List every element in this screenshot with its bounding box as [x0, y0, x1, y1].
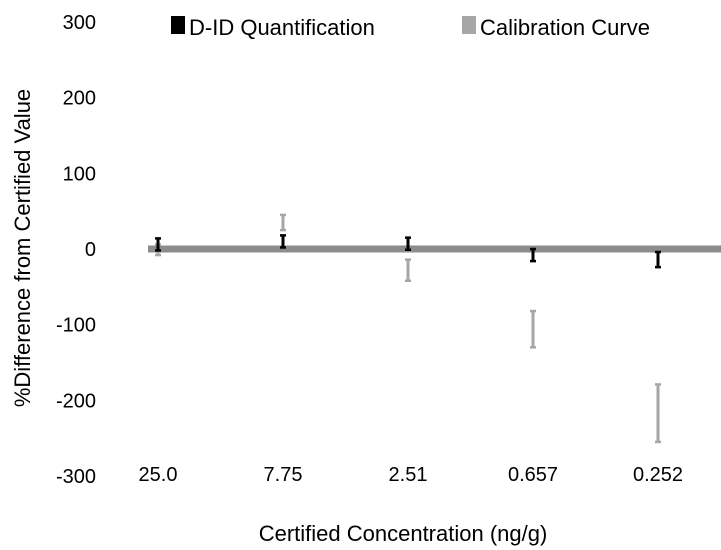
- series-d-id: [155, 234, 661, 269]
- x-axis-title: Certified Concentration (ng/g): [259, 521, 548, 546]
- error-bar: [280, 234, 286, 249]
- y-tick-label: -300: [56, 466, 96, 488]
- y-tick-label: 300: [63, 12, 96, 34]
- x-tick-label: 2.51: [389, 464, 428, 486]
- error-bar: [155, 237, 161, 252]
- x-tick-label: 0.252: [633, 464, 683, 486]
- legend-label-d-id: D-ID Quantification: [189, 15, 375, 40]
- series-calibration: [155, 213, 661, 444]
- y-tick-label: 200: [63, 88, 96, 110]
- legend-swatch-calibration: [462, 16, 476, 34]
- error-bar: [530, 247, 536, 263]
- legend-swatch-d-id: [171, 16, 185, 34]
- error-bar: [655, 250, 661, 269]
- error-bar: [405, 236, 411, 252]
- error-bar: [530, 309, 536, 349]
- legend-label-calibration: Calibration Curve: [480, 15, 650, 40]
- error-bar-series: [155, 213, 661, 444]
- error-bar: [280, 213, 286, 232]
- legend: D-ID Quantification Calibration Curve: [171, 15, 650, 40]
- x-tick-label: 25.0: [139, 464, 178, 486]
- y-axis-ticks: 300 200 100 0 -100 -200 -300: [56, 12, 96, 488]
- error-bar: [405, 258, 411, 283]
- y-tick-label: 0: [85, 239, 96, 261]
- y-tick-label: 100: [63, 163, 96, 185]
- x-tick-label: 0.657: [508, 464, 558, 486]
- error-bar: [655, 383, 661, 444]
- x-axis-ticks: 25.0 7.75 2.51 0.657 0.252: [139, 464, 684, 486]
- y-tick-label: -100: [56, 315, 96, 337]
- y-axis-title: %Difference from Certified Value: [10, 89, 35, 407]
- y-tick-label: -200: [56, 390, 96, 412]
- x-tick-label: 7.75: [264, 464, 303, 486]
